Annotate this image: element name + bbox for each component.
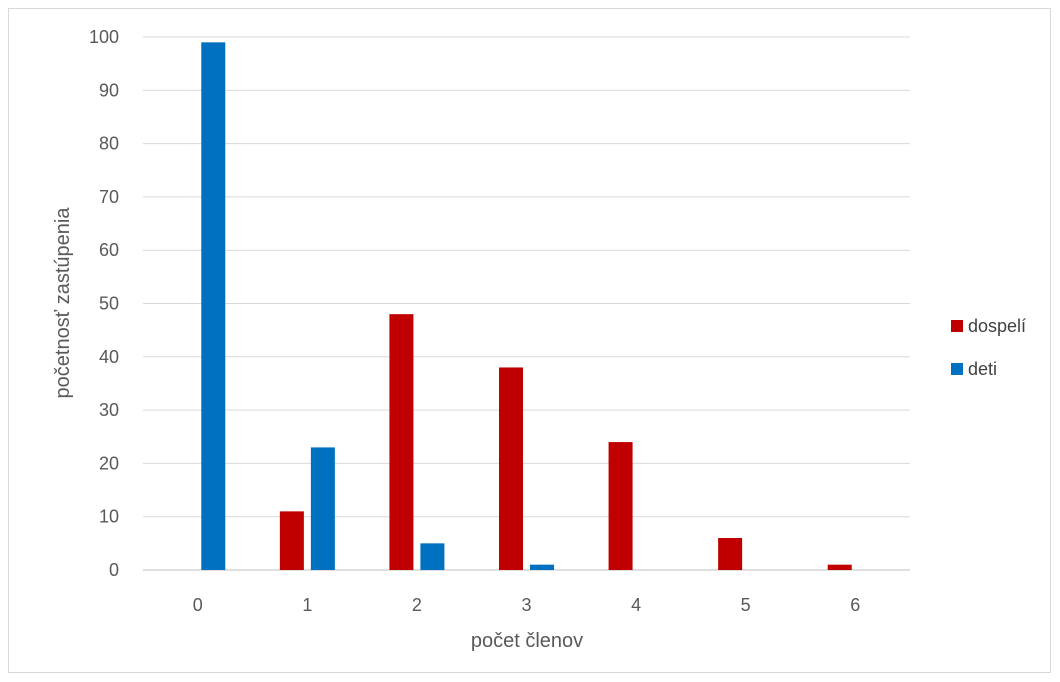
gridlines	[143, 36, 910, 571]
chart-frame	[8, 8, 1051, 673]
bar-dospelí-2	[389, 314, 414, 570]
x-tick-label: 6	[850, 595, 860, 615]
y-tick-label: 20	[99, 453, 119, 473]
y-tick-label: 70	[99, 187, 119, 207]
y-tick-label: 90	[99, 80, 119, 100]
bar-deti-1	[310, 447, 335, 570]
legend-swatch-deti	[951, 363, 963, 375]
bar-deti-2	[420, 543, 445, 570]
bar-dospelí-3	[499, 367, 523, 570]
bar-dospelí-5	[718, 538, 743, 570]
legend: dospelí deti	[951, 316, 1026, 379]
legend-label-deti: deti	[968, 359, 997, 379]
y-tick-label: 10	[99, 507, 119, 527]
y-axis-title: početnosť zastúpenia	[52, 207, 74, 399]
x-tick-label: 2	[412, 595, 422, 615]
legend-label-dospelí: dospelí	[968, 316, 1026, 336]
y-tick-label: 30	[99, 400, 119, 420]
x-tick-label: 5	[741, 595, 751, 615]
y-tick-label: 50	[99, 294, 119, 314]
x-tick-labels: 0 1 2 3 4 5 6	[193, 595, 860, 615]
x-tick-label: 0	[193, 595, 203, 615]
bar-dospelí-6	[827, 564, 852, 570]
bar-dospelí-1	[279, 511, 304, 570]
y-tick-label: 80	[99, 134, 119, 154]
bar-deti-0	[201, 42, 226, 570]
x-tick-label: 1	[302, 595, 312, 615]
x-tick-label: 3	[521, 595, 531, 615]
x-tick-label: 4	[631, 595, 641, 615]
x-axis-title: počet členov	[471, 630, 583, 652]
bar-deti-3	[530, 564, 554, 570]
y-tick-labels: 0 10 20 30 40 50 60 70 80 90 100	[89, 27, 119, 580]
bar-dospelí-4	[608, 442, 633, 570]
y-tick-label: 60	[99, 240, 119, 260]
y-tick-label: 40	[99, 347, 119, 367]
legend-swatch-dospelí	[951, 320, 963, 332]
y-tick-label: 0	[109, 560, 119, 580]
y-tick-label: 100	[89, 27, 119, 47]
bars	[201, 42, 852, 570]
